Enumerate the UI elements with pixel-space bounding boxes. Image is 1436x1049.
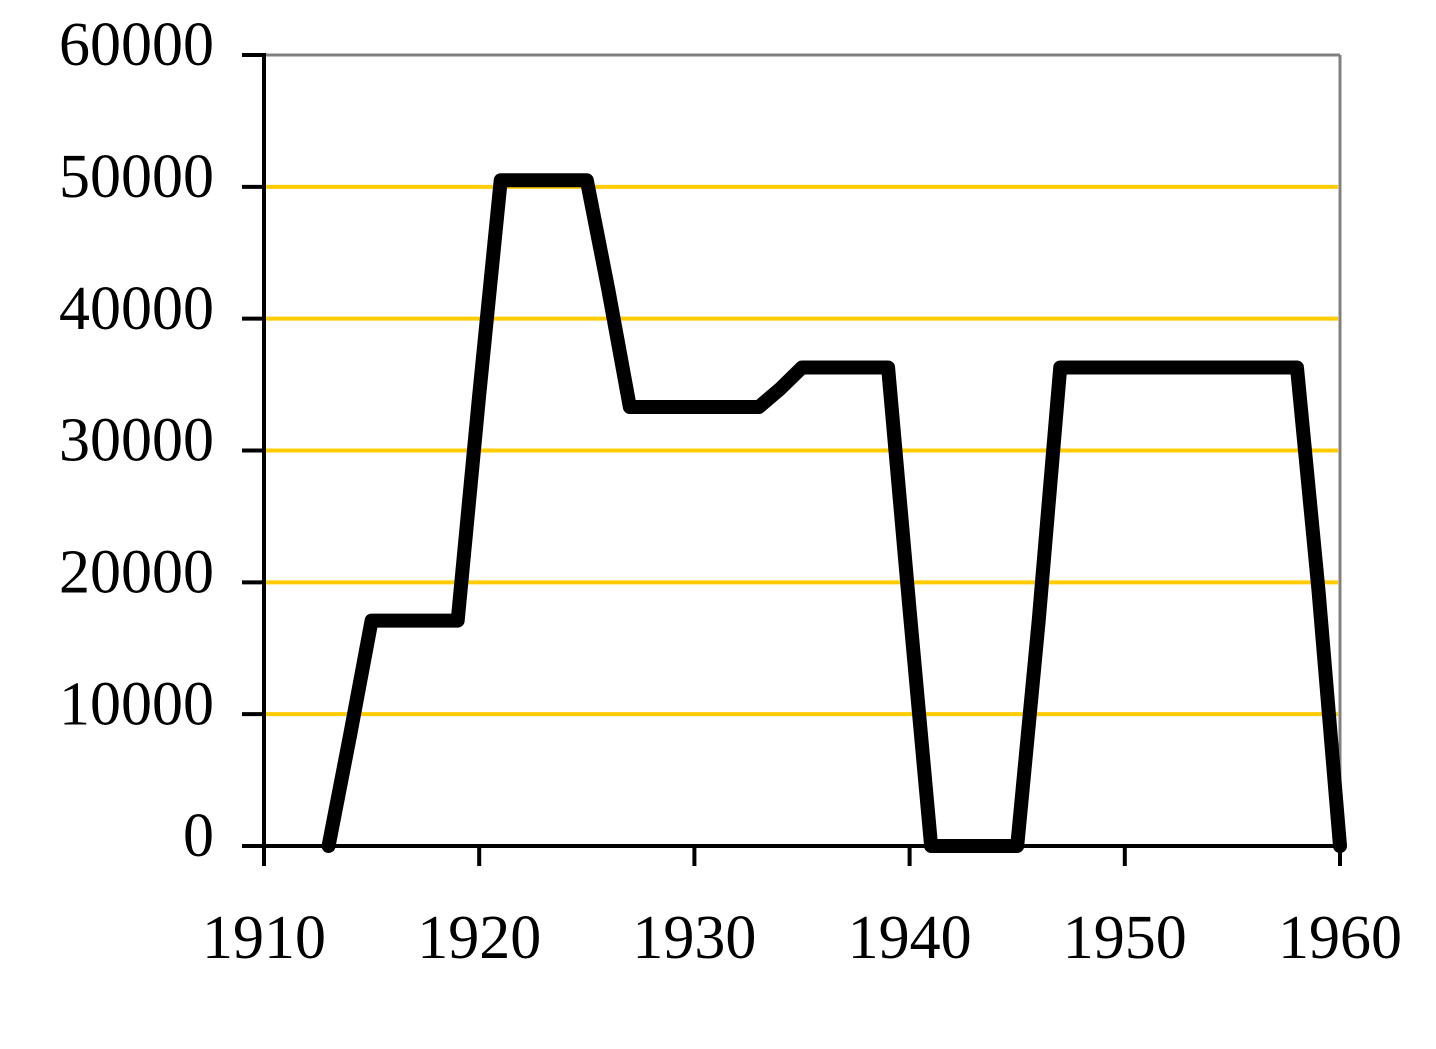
y-tick-label: 10000 xyxy=(59,670,214,738)
y-tick-label: 60000 xyxy=(59,11,214,79)
x-tick-label: 1960 xyxy=(1278,904,1402,972)
x-tick-label: 1950 xyxy=(1063,904,1187,972)
y-tick-label: 40000 xyxy=(59,275,214,343)
y-tick-label: 50000 xyxy=(59,143,214,211)
line-series xyxy=(321,173,1347,853)
x-tick-label: 1920 xyxy=(417,904,541,972)
x-tick-label: 1940 xyxy=(848,904,972,972)
y-tick-label: 30000 xyxy=(59,407,214,475)
x-tick-label: 1930 xyxy=(632,904,756,972)
y-tick-label: 20000 xyxy=(59,539,214,607)
y-tick-label: 0 xyxy=(183,802,214,870)
x-tick-label: 1910 xyxy=(202,904,326,972)
